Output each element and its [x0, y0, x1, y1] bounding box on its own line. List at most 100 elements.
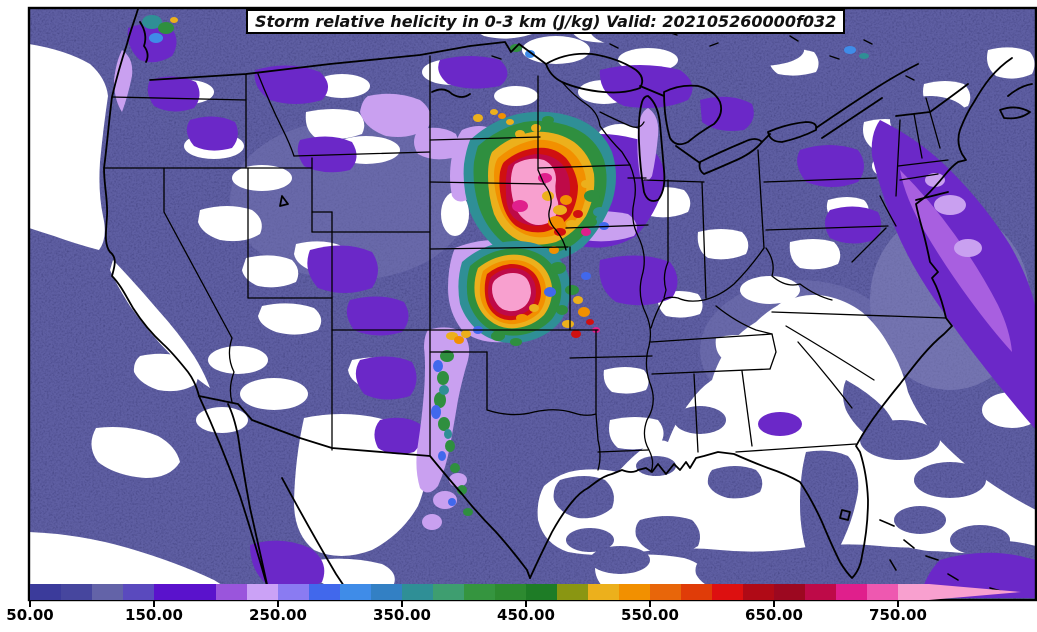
canada-border-niagara	[761, 133, 771, 143]
clear-blob	[91, 427, 180, 478]
clear-blob	[312, 558, 395, 591]
state-border	[429, 181, 546, 185]
contour-blob	[954, 130, 1026, 170]
colorbar-segment	[216, 584, 247, 600]
colorbar-segment	[898, 584, 929, 600]
state-border	[486, 351, 597, 416]
state-border	[913, 113, 923, 159]
state-border	[771, 311, 947, 319]
clear-blob	[603, 367, 649, 394]
contour-blob	[894, 506, 946, 534]
hotspot-kansas	[458, 241, 571, 346]
clear-blob	[29, 44, 108, 250]
state-border	[257, 73, 295, 157]
contour-blob	[970, 444, 1030, 476]
contour-blob	[599, 65, 693, 108]
colorbar-segment	[464, 584, 495, 600]
contour-blob	[573, 296, 583, 304]
contour-blob	[635, 516, 700, 555]
colorbar-segment	[836, 584, 867, 600]
contour-blob	[512, 200, 528, 212]
contour-blob	[355, 356, 417, 400]
state-border	[895, 119, 901, 197]
contour-blob	[473, 114, 483, 122]
contour-blob	[800, 450, 859, 567]
lake-mark	[863, 39, 873, 45]
state-border	[899, 173, 939, 181]
canada-border-west	[149, 41, 547, 81]
contour-blob	[444, 429, 452, 439]
colorbar-segment	[433, 584, 464, 600]
clear-blob	[242, 255, 299, 288]
clear-blob	[133, 353, 198, 392]
slate-islands-layer	[553, 12, 1036, 598]
contour-blob	[250, 540, 325, 590]
contour-blob	[491, 331, 505, 341]
contour-blob	[550, 262, 566, 274]
state-border	[741, 370, 753, 447]
clear-blob	[609, 417, 664, 450]
contour-blob	[797, 145, 864, 187]
orchid-patches-layer	[900, 170, 1012, 352]
baja-outer-coast	[198, 395, 271, 599]
contour-blob	[549, 246, 559, 254]
contour-blob	[900, 170, 1012, 352]
map-title-box: Storm relative helicity in 0-3 km (J/kg)…	[246, 9, 846, 34]
contour-blob	[844, 46, 856, 54]
contour-blob	[566, 220, 578, 228]
map-title: Storm relative helicity in 0-3 km (J/kg)…	[255, 12, 837, 31]
lake-mark	[609, 43, 619, 49]
state-border	[879, 195, 897, 227]
contour-blob	[860, 420, 940, 460]
state-border	[765, 247, 833, 301]
state-border	[735, 443, 857, 453]
st-lawrence-south-bank	[821, 97, 883, 139]
clear-blob	[314, 74, 370, 98]
clear-blob	[198, 206, 262, 242]
state-border	[111, 96, 247, 101]
colorbar-segment	[805, 584, 836, 600]
contour-blob	[448, 498, 456, 506]
colorbar-segment	[30, 584, 61, 600]
lake-mark	[491, 55, 502, 60]
state-border	[663, 179, 669, 299]
contour-blob	[445, 440, 455, 452]
clear-blob	[697, 229, 749, 260]
state-border	[163, 167, 235, 403]
state-border	[643, 179, 705, 183]
lake-mark	[829, 55, 840, 60]
contour-blob	[498, 113, 506, 119]
contour-blob	[573, 210, 583, 218]
lake-erie	[698, 138, 763, 175]
state-border	[569, 355, 653, 359]
contour-blob	[230, 120, 470, 280]
colorbar-segment	[278, 584, 309, 600]
pacific-coastline	[103, 8, 200, 397]
contour-blob	[890, 96, 970, 144]
clear-blob	[208, 346, 268, 374]
contour-blob	[438, 417, 450, 431]
contour-blob	[170, 17, 178, 23]
state-border	[763, 177, 877, 183]
gulf-atlantic-coastline	[529, 77, 991, 579]
missouri-river	[431, 88, 471, 98]
colorbar-segment	[309, 584, 340, 600]
colorbar-segment	[650, 584, 681, 600]
contour-blob	[566, 528, 614, 552]
contour-blob	[538, 173, 552, 183]
state-border	[429, 136, 541, 141]
clear-blob	[240, 378, 308, 410]
island-coast	[925, 555, 939, 561]
contour-blob	[158, 22, 174, 34]
colorbar-segment	[92, 584, 123, 600]
contour-blob	[149, 33, 163, 43]
contour-blob	[581, 228, 591, 236]
contour-blob	[556, 305, 568, 315]
contour-blob	[925, 173, 945, 187]
clear-blob	[305, 109, 365, 140]
contour-blob	[581, 272, 591, 280]
colorbar-segment	[123, 584, 154, 600]
colorbar-segment	[681, 584, 712, 600]
contour-blob	[531, 124, 541, 132]
colorbar-segment	[588, 584, 619, 600]
